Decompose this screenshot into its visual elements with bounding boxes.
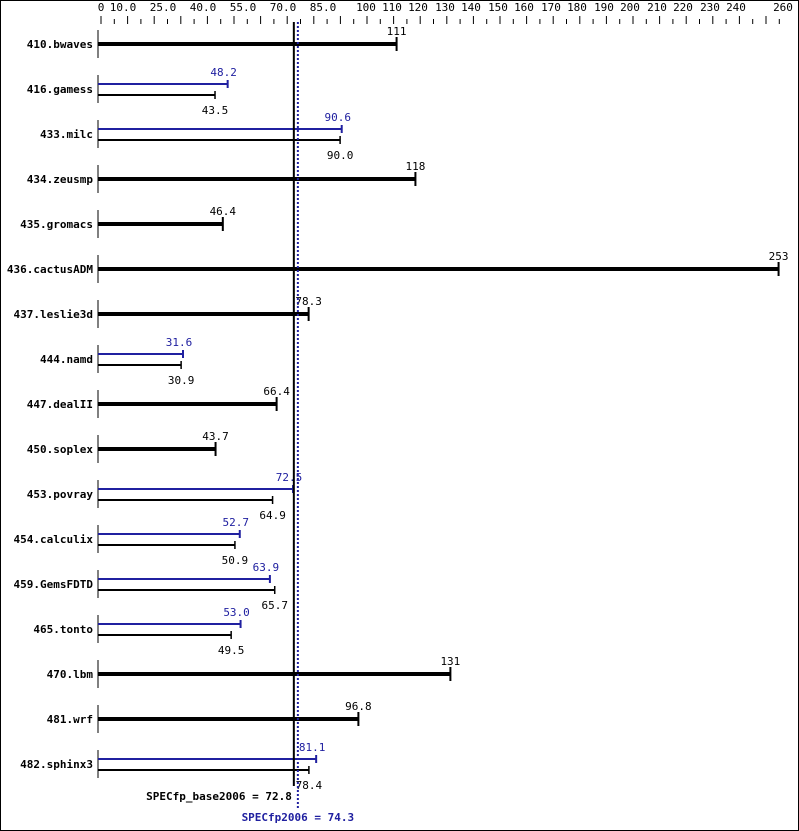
benchmark-label: 435.gromacs bbox=[20, 218, 93, 231]
benchmark-label: 433.milc bbox=[40, 128, 93, 141]
base-value-label: 253 bbox=[769, 250, 789, 263]
base-value-label: 65.7 bbox=[261, 599, 288, 612]
benchmark-label: 410.bwaves bbox=[27, 38, 93, 51]
benchmark-label: 447.dealII bbox=[27, 398, 93, 411]
axis-tick-label: 85.0 bbox=[310, 1, 337, 14]
benchmark-label: 459.GemsFDTD bbox=[14, 578, 94, 591]
axis-tick-label: 0 bbox=[98, 1, 105, 14]
axis-tick-label: 40.0 bbox=[190, 1, 217, 14]
axis-tick-label: 230 bbox=[700, 1, 720, 14]
benchmark-label: 481.wrf bbox=[47, 713, 93, 726]
axis-tick-label: 100 bbox=[356, 1, 376, 14]
axis-tick-label: 150 bbox=[488, 1, 508, 14]
axis-tick-label: 120 bbox=[408, 1, 428, 14]
peak-reference-label: SPECfp2006 = 74.3 bbox=[242, 811, 355, 824]
base-value-label: 49.5 bbox=[218, 644, 245, 657]
peak-value-label: 52.7 bbox=[223, 516, 250, 529]
axis-tick-label: 160 bbox=[514, 1, 534, 14]
base-value-label: 43.7 bbox=[202, 430, 229, 443]
base-value-label: 50.9 bbox=[222, 554, 249, 567]
base-value-label: 96.8 bbox=[345, 700, 372, 713]
axis-tick-label: 180 bbox=[567, 1, 587, 14]
axis-tick-label: 70.0 bbox=[270, 1, 297, 14]
base-value-label: 43.5 bbox=[202, 104, 229, 117]
benchmark-label: 470.lbm bbox=[47, 668, 94, 681]
peak-value-label: 72.5 bbox=[276, 471, 303, 484]
axis-tick-label: 200 bbox=[620, 1, 640, 14]
benchmark-label: 482.sphinx3 bbox=[20, 758, 93, 771]
base-reference-label: SPECfp_base2006 = 72.8 bbox=[146, 790, 292, 803]
base-value-label: 66.4 bbox=[263, 385, 290, 398]
peak-value-label: 31.6 bbox=[166, 336, 193, 349]
axis-tick-label: 260 bbox=[773, 1, 793, 14]
benchmark-label: 416.gamess bbox=[27, 83, 93, 96]
benchmark-label: 454.calculix bbox=[14, 533, 94, 546]
benchmark-label: 437.leslie3d bbox=[14, 308, 93, 321]
base-value-label: 118 bbox=[405, 160, 425, 173]
benchmark-label: 465.tonto bbox=[33, 623, 93, 636]
benchmark-label: 434.zeusmp bbox=[27, 173, 94, 186]
base-value-label: 78.4 bbox=[296, 779, 323, 792]
axis-tick-label: 110 bbox=[382, 1, 402, 14]
axis-tick-label: 190 bbox=[594, 1, 614, 14]
axis-tick-label: 210 bbox=[647, 1, 667, 14]
benchmark-label: 453.povray bbox=[27, 488, 94, 501]
peak-value-label: 63.9 bbox=[253, 561, 280, 574]
base-value-label: 30.9 bbox=[168, 374, 195, 387]
axis-tick-label: 25.0 bbox=[150, 1, 177, 14]
peak-value-label: 53.0 bbox=[223, 606, 250, 619]
peak-value-label: 90.6 bbox=[324, 111, 351, 124]
base-value-label: 90.0 bbox=[327, 149, 354, 162]
base-value-label: 111 bbox=[387, 25, 407, 38]
peak-value-label: 81.1 bbox=[299, 741, 326, 754]
base-value-label: 78.3 bbox=[295, 295, 322, 308]
base-value-label: 46.4 bbox=[210, 205, 237, 218]
base-value-label: 131 bbox=[440, 655, 460, 668]
axis-tick-label: 240 bbox=[726, 1, 746, 14]
peak-value-label: 48.2 bbox=[210, 66, 237, 79]
base-value-label: 64.9 bbox=[259, 509, 286, 522]
axis-tick-label: 170 bbox=[541, 1, 561, 14]
axis-tick-label: 55.0 bbox=[230, 1, 257, 14]
benchmark-label: 450.soplex bbox=[27, 443, 94, 456]
axis-tick-label: 10.0 bbox=[110, 1, 137, 14]
axis-tick-label: 140 bbox=[461, 1, 481, 14]
benchmark-label: 436.cactusADM bbox=[7, 263, 93, 276]
benchmark-label: 444.namd bbox=[40, 353, 93, 366]
axis-tick-label: 130 bbox=[435, 1, 455, 14]
axis-tick-label: 220 bbox=[673, 1, 693, 14]
